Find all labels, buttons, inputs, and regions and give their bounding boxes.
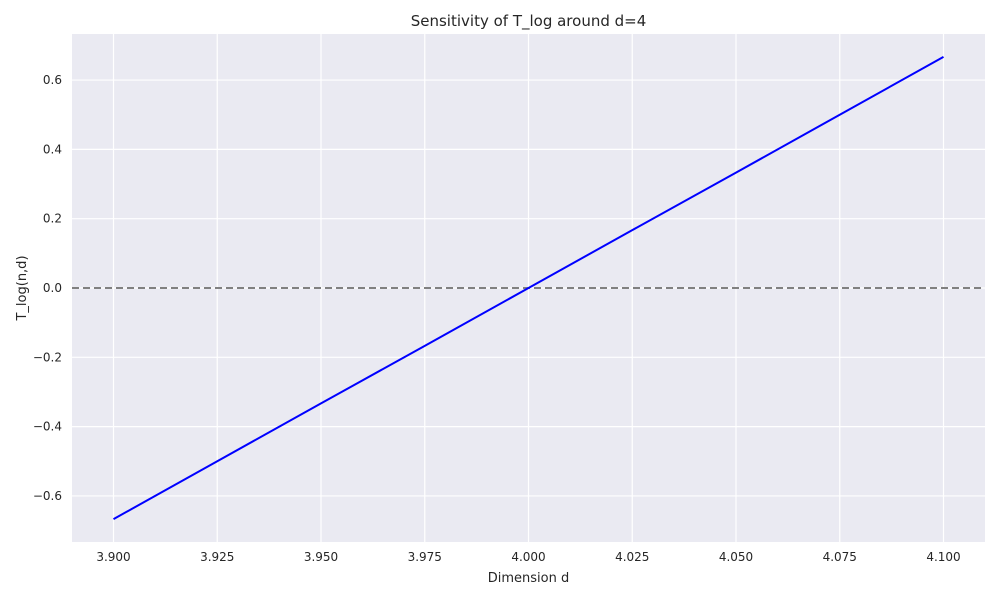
y-tick-label: −0.6 [33, 489, 62, 503]
y-tick-label: −0.4 [33, 420, 62, 434]
x-tick-label: 3.925 [200, 550, 234, 564]
y-tick-label: 0.6 [43, 73, 62, 87]
y-tick-label: 0.2 [43, 212, 62, 226]
x-tick-label: 3.975 [408, 550, 442, 564]
x-tick-label: 4.000 [511, 550, 545, 564]
x-tick-label: 3.900 [96, 550, 130, 564]
x-axis-title: Dimension d [488, 571, 570, 586]
y-tick-label: 0.4 [43, 142, 62, 156]
y-tick-label: 0.0 [43, 281, 62, 295]
y-tick-label: −0.2 [33, 350, 62, 364]
grid-layer [72, 34, 985, 542]
x-tick-labels: 3.900 3.925 3.950 3.975 4.000 4.025 4.050 4.075… [96, 550, 960, 564]
x-tick-label: 4.050 [719, 550, 753, 564]
x-tick-label: 4.025 [615, 550, 649, 564]
series-layer [113, 55, 944, 521]
y-axis-title: T_log(n,d) [15, 255, 30, 321]
series-line [113, 55, 944, 521]
x-tick-label: 4.075 [823, 550, 857, 564]
x-tick-label: 4.100 [926, 550, 960, 564]
x-tick-label: 3.950 [304, 550, 338, 564]
y-tick-labels: −0.6 −0.4 −0.2 0.0 0.2 0.4 0.6 [33, 73, 62, 503]
chart-title: Sensitivity of T_log around d=4 [411, 12, 647, 31]
